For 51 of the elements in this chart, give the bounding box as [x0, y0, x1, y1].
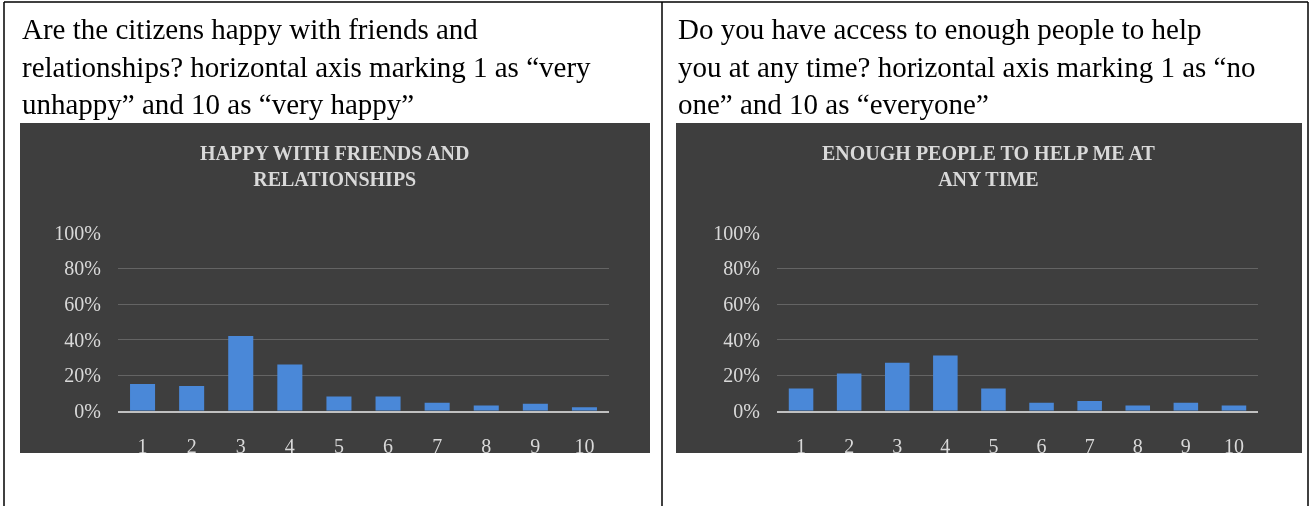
bar [277, 364, 303, 411]
x-tick-label: 1 [137, 434, 148, 457]
bar [228, 336, 254, 411]
x-tick-label: 7 [1084, 434, 1095, 457]
x-tick-label: 9 [530, 434, 541, 457]
x-tick-label: 9 [1180, 434, 1191, 457]
bar [375, 396, 401, 411]
y-tick-label: 100% [54, 221, 101, 244]
x-tick-label: 7 [432, 434, 443, 457]
bar [981, 388, 1006, 411]
x-tick-label: 4 [940, 434, 951, 457]
text: Do you have access to enough people to help you at any time? horizontal axis marking 1 as “no one” and 10 as “everyone” [678, 13, 1256, 121]
y-tick-label: 60% [723, 293, 760, 315]
x-tick-label: 3 [235, 434, 246, 457]
x-tick-label: 10 [1223, 434, 1244, 457]
y-tick-label: 60% [64, 293, 101, 315]
x-tick-label: 4 [284, 434, 295, 457]
x-tick-label: 10 [574, 434, 595, 457]
bar [1077, 401, 1102, 411]
y-tick-label: 0% [733, 399, 760, 422]
bar [179, 385, 205, 411]
y-tick-label: 80% [723, 257, 760, 280]
bar [1221, 405, 1247, 411]
bar [788, 388, 814, 411]
x-tick-label: 2 [844, 434, 855, 457]
x-tick-label: 5 [333, 434, 344, 457]
bar [884, 362, 910, 411]
text: Are the citizens happy with friends and relationships? horizontal axis marking 1 as “very unhappy” and 10 as “very happy” [22, 13, 592, 121]
x-tick-label: 2 [186, 434, 197, 457]
chart-title: HAPPY WITH FRIENDS AND RELATIONSHIPS [200, 142, 470, 190]
y-tick-label: 20% [64, 364, 101, 387]
bar [1125, 405, 1151, 411]
x-tick-label: 8 [1132, 434, 1143, 457]
x-tick-label: 1 [796, 434, 807, 457]
y-tick-label: 0% [74, 399, 101, 422]
bar [933, 355, 958, 411]
y-tick-label: 40% [723, 328, 760, 351]
x-tick-label: 8 [481, 434, 492, 457]
bar [473, 405, 499, 411]
x-tick-label: 5 [988, 434, 999, 457]
bar [836, 373, 862, 411]
bar [130, 384, 156, 411]
chart-title: ENOUGH PEOPLE TO HELP ME AT ANY TIME [822, 142, 1156, 190]
x-tick-label: 6 [383, 434, 394, 457]
x-tick-label: 3 [892, 434, 903, 457]
y-tick-label: 20% [723, 364, 760, 387]
y-tick-label: 100% [713, 221, 760, 244]
y-tick-label: 40% [64, 328, 101, 351]
x-tick-label: 6 [1036, 434, 1047, 457]
bar [326, 396, 352, 411]
y-tick-label: 80% [64, 257, 101, 280]
